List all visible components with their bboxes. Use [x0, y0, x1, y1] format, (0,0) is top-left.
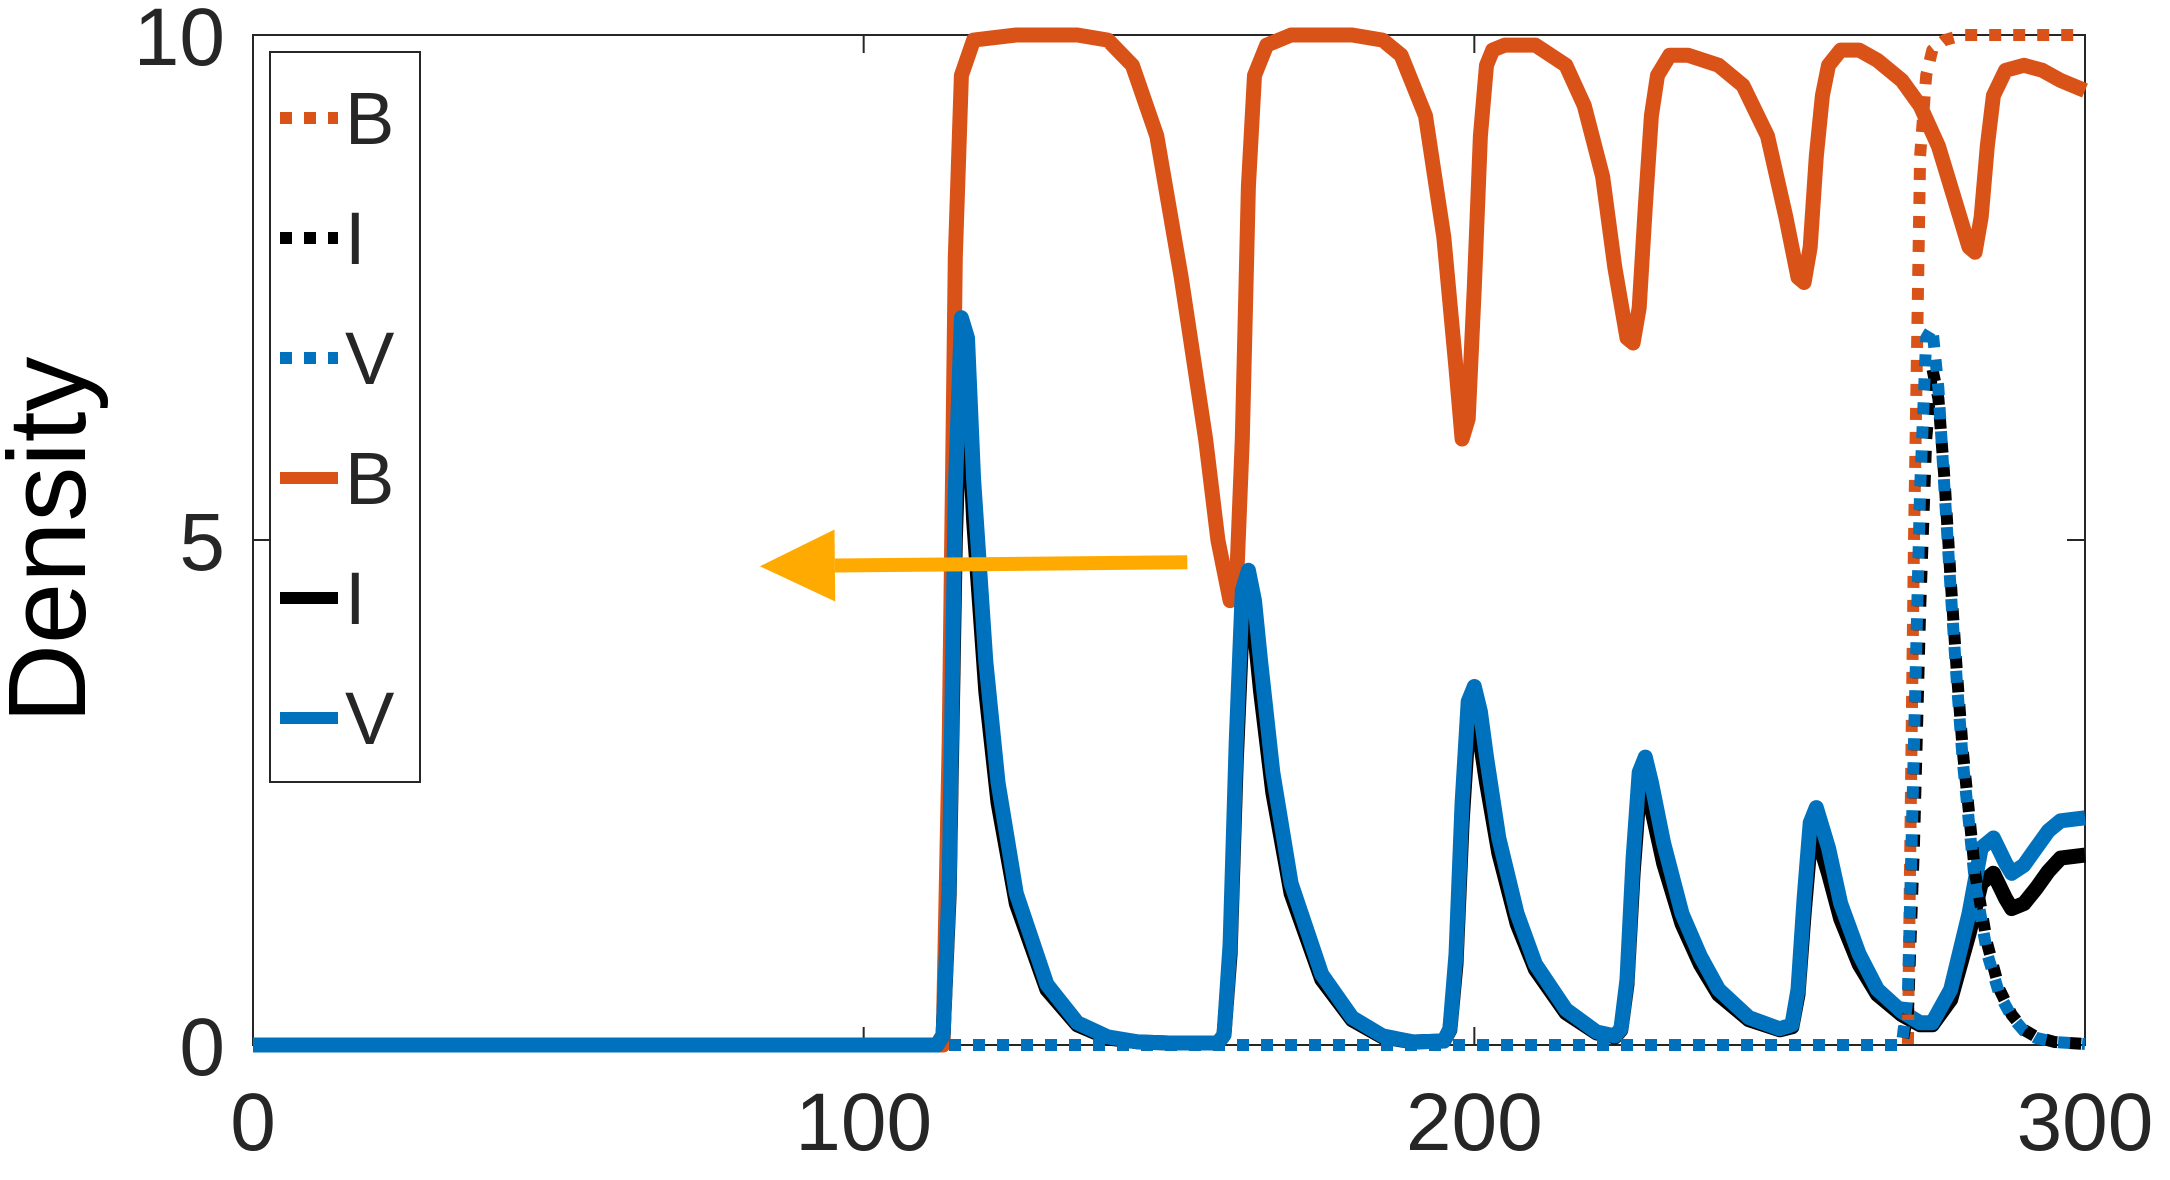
x-tick-label: 200	[1406, 1077, 1543, 1168]
legend-label-v: V	[345, 317, 395, 400]
series-line-solid-b	[253, 27, 2088, 1053]
legend-label-i: I	[345, 197, 366, 280]
series-lines	[253, 27, 2088, 1053]
legend-label-b: B	[345, 437, 394, 520]
arrow-head-icon	[759, 529, 836, 602]
x-tick-label: 0	[230, 1077, 276, 1168]
x-tick-label: 100	[795, 1077, 932, 1168]
y-tick-label: 5	[179, 497, 225, 588]
arrow-shaft	[834, 555, 1188, 573]
legend-box	[269, 51, 421, 783]
y-axis-label: Density	[0, 357, 109, 724]
y-tick-label: 0	[179, 1002, 225, 1093]
x-tick-label: 300	[2017, 1077, 2154, 1168]
y-tick-label: 10	[134, 0, 225, 83]
legend-label-i: I	[345, 557, 366, 640]
annotations	[759, 529, 1188, 602]
legend-label-b: B	[345, 77, 394, 160]
legend-label-v: V	[345, 677, 395, 760]
series-line-dotted-v	[253, 321, 2086, 1051]
axes: 0 100 200 300 0 5 10	[134, 0, 2154, 1168]
